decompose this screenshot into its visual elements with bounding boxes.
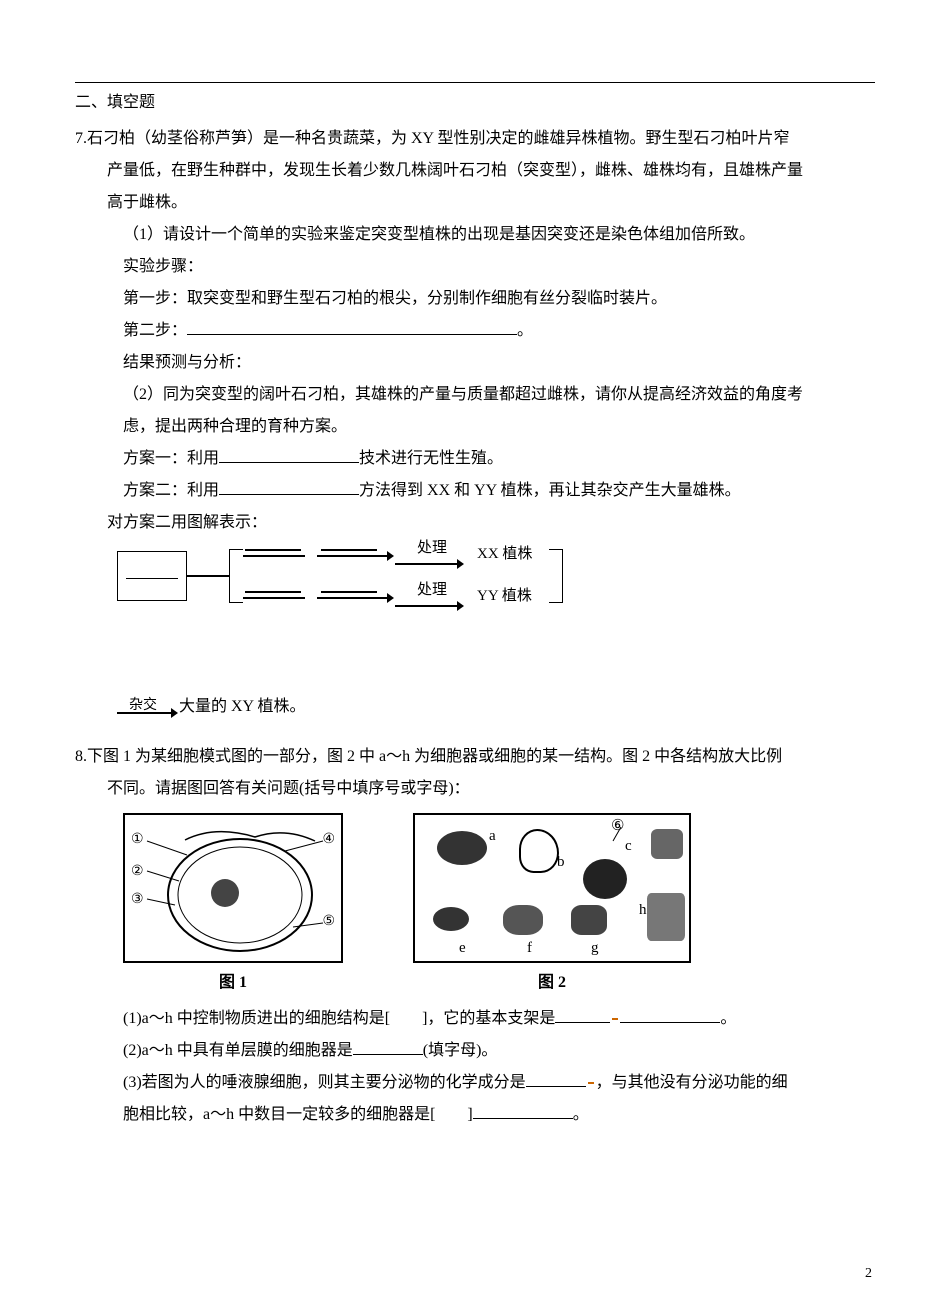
fig1-caption: 图 1 [123, 967, 343, 999]
figure-2-wrap: a b c ⑥ d e f g h [413, 813, 691, 999]
page-number: 2 [865, 1260, 872, 1288]
blank-q8-1b[interactable] [620, 1007, 720, 1023]
diagram-line [187, 575, 229, 577]
q7-line2: 产量低，在野生种群中，发现生长着少数几株阔叶石刁柏（突变型），雌株、雄株均有，且… [75, 155, 875, 187]
question-7: 7.石刁柏（幼茎俗称芦笋）是一种名贵蔬菜，为 XY 型性别决定的雌雄异株植物。野… [75, 123, 875, 723]
cross-label: 杂交 [129, 692, 157, 720]
q8-sub2-suf: (填字母)。 [423, 1042, 498, 1059]
figure-1: ① ② ③ ④ ⑤ [123, 813, 343, 963]
q8-line1: 8.下图 1 为某细胞模式图的一部分，图 2 中 a～h 为细胞器或细胞的某一结… [75, 741, 875, 773]
q7-step2: 第二步： 。 [75, 315, 875, 347]
q7-plan2-suf: 方法得到 XX 和 YY 植株，再让其杂交产生大量雄株。 [359, 482, 741, 499]
blank-plan1[interactable] [219, 447, 359, 463]
diagram-blank[interactable] [245, 591, 301, 593]
section-heading: 二、填空题 [75, 87, 875, 119]
accent-dot-icon [588, 1082, 594, 1084]
diagram-start-box [117, 551, 187, 601]
q8-sub1-pre: (1)a～h 中控制物质进出的细胞结构是[ ]，它的基本支架是 [123, 1010, 555, 1027]
figure-2: a b c ⑥ d e f g h [413, 813, 691, 963]
q8-sub3-l1: (3)若图为人的唾液腺细胞，则其主要分泌物的化学成分是 ，与其他没有分泌功能的细 [75, 1067, 875, 1099]
diagram-line [243, 555, 305, 557]
q7-plan1: 方案一：利用 技术进行无性生殖。 [75, 443, 875, 475]
q8-sub3-l2: 胞相比较，a～h 中数目一定较多的细胞器是[ ] 。 [75, 1099, 875, 1131]
diagram-process-bottom: 处理 [417, 583, 447, 598]
q8-sub3-l2-pre: 胞相比较，a～h 中数目一定较多的细胞器是[ ] [123, 1106, 473, 1123]
q7-part1: （1）请设计一个简单的实验来鉴定突变型植株的出现是基因突变还是染色体组加倍所致。 [75, 219, 875, 251]
diagram-process-top: 处理 [417, 541, 447, 556]
diagram-brace-close [549, 549, 563, 603]
cross-arrow: 杂交 [117, 698, 177, 716]
diagram-line [243, 597, 305, 599]
q8-sub2: (2)a～h 中具有单层膜的细胞器是 (填字母)。 [75, 1035, 875, 1067]
diagram-box-blank[interactable] [126, 578, 178, 579]
blank-step2[interactable] [187, 319, 517, 335]
q7-part2-l2: 虑，提出两种合理的育种方案。 [75, 411, 875, 443]
diagram-xx: XX 植株 [477, 547, 532, 562]
q7-step1: 第一步：取突变型和野生型石刁柏的根尖，分别制作细胞有丝分裂临时装片。 [75, 283, 875, 315]
blank-q8-2[interactable] [353, 1039, 423, 1055]
q7-steps-label: 实验步骤： [75, 251, 875, 283]
q7-plan1-pre: 方案一：利用 [123, 450, 219, 467]
q8-sub2-pre: (2)a～h 中具有单层膜的细胞器是 [123, 1042, 353, 1059]
q7-line1: 7.石刁柏（幼茎俗称芦笋）是一种名贵蔬菜，为 XY 型性别决定的雌雄异株植物。野… [75, 123, 875, 155]
q7-step2-pre: 第二步： [123, 322, 187, 339]
diagram-brace-open [229, 549, 243, 603]
fig1-svg [125, 815, 345, 965]
blank-q8-3b[interactable] [473, 1103, 573, 1119]
q7-plan1-suf: 技术进行无性生殖。 [359, 450, 503, 467]
diagram-yy: YY 植株 [477, 589, 532, 604]
q8-sub3-l2-suf: 。 [573, 1106, 589, 1123]
question-8: 8.下图 1 为某细胞模式图的一部分，图 2 中 a～h 为细胞器或细胞的某一结… [75, 741, 875, 1131]
q7-plan2: 方案二：利用 方法得到 XX 和 YY 植株，再让其杂交产生大量雄株。 [75, 475, 875, 507]
diagram-blank[interactable] [245, 549, 301, 551]
diagram-arrow [317, 597, 387, 599]
q8-sub3-pre: (3)若图为人的唾液腺细胞，则其主要分泌物的化学成分是 [123, 1074, 526, 1091]
q7-part2-l1: （2）同为突变型的阔叶石刁柏，其雄株的产量与质量都超过雌株，请你从提高经济效益的… [75, 379, 875, 411]
diagram-cross-line: 杂交 大量的 XY 植株。 [117, 691, 875, 723]
accent-dot-icon [612, 1018, 618, 1020]
q8-sub1-suf: 。 [720, 1010, 736, 1027]
figures-row: ① ② ③ ④ ⑤ [123, 813, 875, 999]
fig2-svg [415, 815, 693, 965]
q8-line2: 不同。请据图回答有关问题(括号中填序号或字母)： [75, 773, 875, 805]
diagram-blank[interactable] [321, 549, 377, 551]
figure-1-wrap: ① ② ③ ④ ⑤ [123, 813, 343, 999]
blank-q8-1a[interactable] [555, 1007, 610, 1023]
blank-q8-3a[interactable] [526, 1071, 586, 1087]
q7-diagram: 处理 XX 植株 处理 YY 植株 [117, 545, 637, 685]
diagram-result: 大量的 XY 植株。 [179, 691, 306, 723]
diagram-arrow [317, 555, 387, 557]
top-rule [75, 82, 875, 83]
blank-plan2[interactable] [219, 479, 359, 495]
q7-predict: 结果预测与分析： [75, 347, 875, 379]
q7-diag-label: 对方案二用图解表示： [75, 507, 875, 539]
q8-sub1: (1)a～h 中控制物质进出的细胞结构是[ ]，它的基本支架是 。 [75, 1003, 875, 1035]
q7-line3: 高于雌株。 [75, 187, 875, 219]
diagram-blank[interactable] [321, 591, 377, 593]
fig2-caption: 图 2 [413, 967, 691, 999]
q7-plan2-pre: 方案二：利用 [123, 482, 219, 499]
q8-sub3-mid: ，与其他没有分泌功能的细 [596, 1074, 788, 1091]
q7-step2-suf: 。 [517, 322, 533, 339]
